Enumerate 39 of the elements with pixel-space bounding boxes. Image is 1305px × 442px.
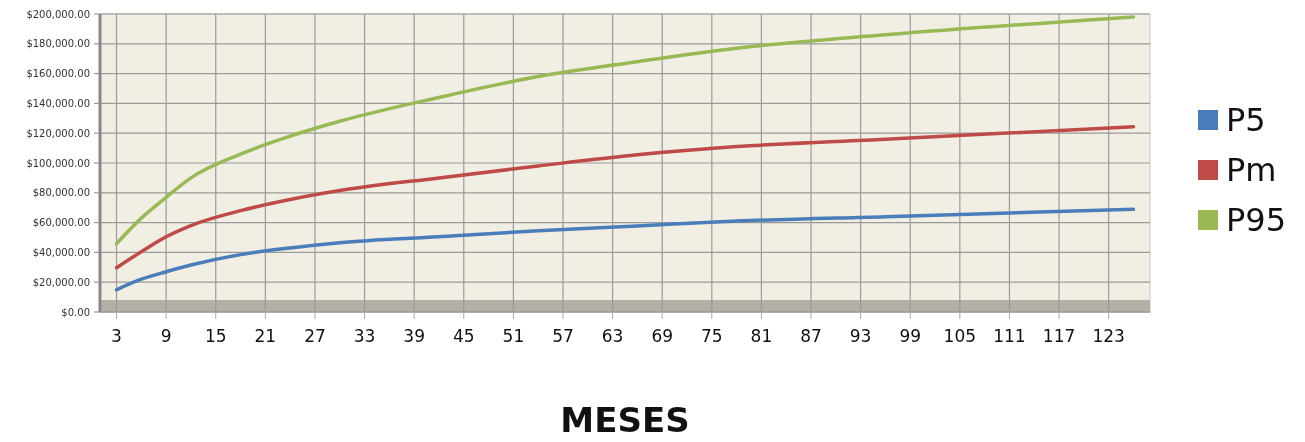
legend-label: Pm [1226, 151, 1277, 190]
line-series [114, 207, 1136, 292]
x-tick-label: 51 [502, 326, 525, 346]
y-tick-label: $120,000.00 [26, 127, 90, 139]
x-tick-label: 33 [353, 326, 376, 346]
legend-label: P95 [1226, 201, 1287, 240]
legend-label: P5 [1226, 101, 1266, 140]
x-tick-label: 117 [1042, 326, 1076, 346]
y-tick-label: $0.00 [61, 306, 90, 318]
x-tick-label: 105 [943, 326, 977, 346]
x-tick-label: 75 [700, 326, 723, 346]
x-tick-label: 21 [254, 326, 277, 346]
y-tick-label: $140,000.00 [26, 97, 90, 109]
y-tick-label: $200,000.00 [26, 8, 90, 20]
y-tick-label: $80,000.00 [32, 187, 90, 199]
y-tick-label: $180,000.00 [26, 38, 90, 50]
x-tick-label: 15 [204, 326, 227, 346]
x-tick-label: 99 [899, 326, 922, 346]
x-tick-label: 39 [403, 326, 425, 346]
x-tick-label: 111 [993, 326, 1026, 346]
x-tick-label: 45 [452, 326, 475, 346]
x-tick-label: 27 [304, 326, 326, 346]
y-tick-label: $160,000.00 [26, 68, 90, 80]
x-tick-label: 9 [160, 326, 172, 346]
x-tick-label: 93 [849, 326, 872, 346]
x-tick-label: 123 [1092, 326, 1125, 346]
x-axis-title: MESES [560, 400, 690, 440]
line-series [114, 125, 1136, 270]
line-series [114, 15, 1136, 246]
x-tick-label: 63 [601, 326, 624, 346]
x-tick-label: 3 [111, 326, 122, 346]
y-tick-label: $100,000.00 [26, 157, 90, 169]
x-tick-label: 87 [800, 326, 822, 346]
x-tick-label: 81 [750, 326, 773, 346]
x-tick-label: 57 [552, 326, 574, 346]
x-tick-label: 69 [651, 326, 674, 346]
y-tick-label: $20,000.00 [32, 276, 90, 288]
y-tick-label: $40,000.00 [32, 246, 90, 258]
y-tick-label: $60,000.00 [32, 217, 90, 229]
